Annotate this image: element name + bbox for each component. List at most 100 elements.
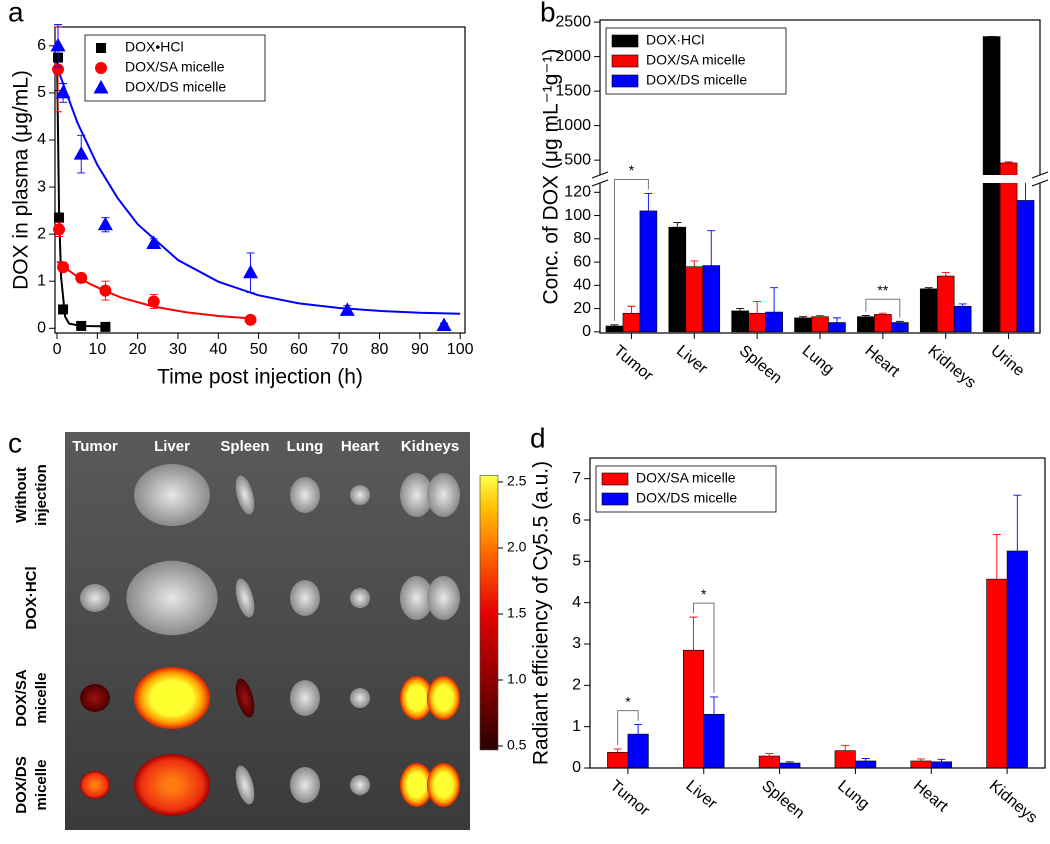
error-bar <box>689 616 698 651</box>
y-tick-label: 2000 <box>555 48 591 65</box>
organ <box>235 475 255 515</box>
x-tick-label: 70 <box>330 341 348 358</box>
bar <box>605 325 624 333</box>
error-bar <box>627 305 636 314</box>
x-tick-label: Urine <box>987 342 1027 380</box>
legend-label: DOX·HCl <box>646 32 704 48</box>
error-bar <box>917 758 926 761</box>
bar <box>702 265 721 333</box>
y-tick-label: 40 <box>573 277 591 294</box>
legend-swatch <box>601 472 629 486</box>
legend-label: DOX/DS micelle <box>125 79 226 95</box>
organ <box>290 580 320 616</box>
y-tick-label: 120 <box>564 184 591 201</box>
bar <box>953 305 972 333</box>
row-label: injection <box>33 464 50 526</box>
panel-label: d <box>530 422 546 453</box>
row-label: DOX/DS <box>13 756 30 814</box>
bar <box>668 226 687 333</box>
y-tick-label: 6 <box>37 37 46 54</box>
significance-bracket <box>865 298 901 318</box>
organ <box>80 771 110 799</box>
error-bar <box>958 303 967 307</box>
axis-break <box>590 175 1050 183</box>
fit-curve <box>56 66 461 315</box>
error-bar <box>1021 181 1030 201</box>
y-axis-label: Radiant efficiency of Cy5.5 (a.u.) <box>530 461 553 765</box>
y-tick-label: 5 <box>572 553 581 570</box>
organ <box>350 775 370 795</box>
significance-label: * <box>629 162 635 178</box>
marker <box>100 321 111 332</box>
bar <box>874 314 892 333</box>
organ <box>290 477 320 513</box>
error-bar <box>634 724 643 735</box>
x-tick-label: 40 <box>209 341 227 358</box>
error-bar <box>690 260 699 267</box>
error-bar <box>709 696 718 715</box>
error-bar <box>765 753 774 757</box>
break-mark <box>1031 171 1049 187</box>
marker <box>146 235 162 250</box>
bar <box>857 316 875 333</box>
y-tick-label: 0 <box>572 759 581 776</box>
x-tick-label: 90 <box>411 341 429 358</box>
organ <box>427 473 460 517</box>
organ <box>80 684 110 712</box>
marker <box>99 284 112 297</box>
organ <box>400 763 433 807</box>
bar <box>834 750 856 769</box>
bar <box>703 713 725 769</box>
bar <box>685 266 704 333</box>
column-label: Tumor <box>72 438 118 455</box>
x-tick-label: 80 <box>371 341 389 358</box>
bar <box>627 733 649 769</box>
y-tick-label: 0 <box>37 320 46 337</box>
column-label: Kidneys <box>401 438 459 455</box>
x-axis-label: Time post injection (h) <box>157 366 363 389</box>
x-tick-label: Tumor <box>607 777 653 820</box>
column-label: Liver <box>154 438 190 455</box>
y-axis-label: DOX in plasma (μg/mL) <box>10 70 33 290</box>
legend-swatch <box>611 74 639 88</box>
y-tick-label: 4 <box>37 131 46 148</box>
colorbar-tick-label: 1.5 <box>507 605 527 621</box>
column-label: Spleen <box>220 438 269 455</box>
organ <box>427 576 460 620</box>
x-tick-label: 0 <box>53 341 62 358</box>
legend-label: DOX/SA micelle <box>125 59 225 75</box>
y-tick-label: 1 <box>572 718 581 735</box>
marker <box>58 304 69 315</box>
marker <box>52 63 65 76</box>
significance-bracket <box>613 178 649 321</box>
organ <box>350 688 370 708</box>
y-tick-label: 5 <box>37 84 46 101</box>
plot-frame <box>54 26 466 334</box>
x-tick-label: Tumor <box>610 342 656 385</box>
marker <box>73 146 89 160</box>
x-tick-label: Liver <box>682 777 720 813</box>
organ <box>427 676 460 720</box>
marker <box>96 43 106 53</box>
organ <box>134 667 210 729</box>
organ <box>290 680 320 716</box>
bar <box>910 760 932 769</box>
significance-label: * <box>701 586 707 602</box>
y-tick-label: 7 <box>572 470 581 487</box>
bar <box>639 210 658 333</box>
x-tick-label: Spleen <box>736 342 785 387</box>
marker <box>95 62 107 74</box>
y-tick-label: 4 <box>572 594 581 611</box>
marker <box>55 84 71 99</box>
y-tick-label: 0 <box>582 323 591 340</box>
bar <box>986 578 1008 769</box>
error-bar <box>832 317 841 323</box>
organ <box>235 678 255 718</box>
y-tick-label: 2500 <box>555 13 591 30</box>
column-label: Lung <box>287 438 324 455</box>
error-bar <box>1013 494 1022 551</box>
y-tick-label: 100 <box>564 207 591 224</box>
bar <box>919 288 938 333</box>
significance-label: * <box>625 693 631 709</box>
